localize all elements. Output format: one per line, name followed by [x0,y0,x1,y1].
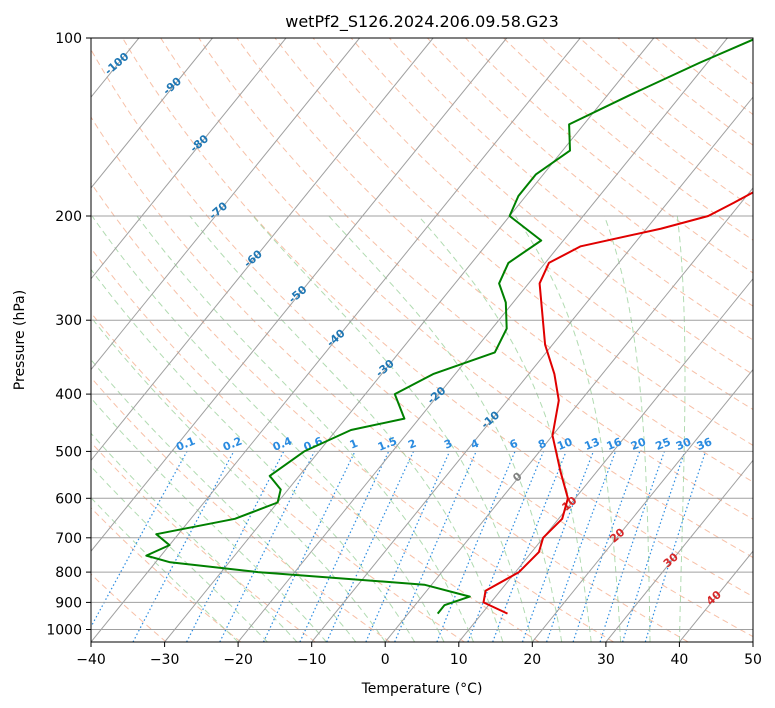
dry-adiabat [91,182,614,642]
isotherm-line [91,38,213,189]
mixing-ratio-line [599,451,665,642]
y-tick-label: 400 [55,387,82,403]
moist-adiabat [91,497,239,642]
dry-adiabat [274,38,753,446]
x-tick-label: 20 [523,652,541,668]
x-tick-label: 50 [744,652,762,668]
moist-adiabat [91,316,386,642]
mixing-ratio-line [365,451,451,642]
mixing-ratio-line [622,451,686,642]
isotherm-line [91,38,434,462]
dry-adiabat [617,38,753,146]
isotherm-line [458,277,753,642]
mixing-ratio-label: 3 [442,437,454,452]
moist-adiabat [91,359,357,642]
y-tick-label: 200 [55,209,82,225]
dry-adiabat [312,38,753,411]
dry-adiabat [91,247,540,642]
mixing-ratio-line [326,451,415,642]
isotherm-line [91,38,287,280]
dry-adiabat [160,38,753,559]
moist-adiabat [418,215,592,642]
mixing-ratio-label: 30 [674,435,693,453]
mixing-ratio-label: 16 [605,435,624,453]
mixing-ratio-label: 36 [695,435,714,453]
isotherm-line [384,187,753,642]
mixing-ratio-line [299,451,390,642]
mixing-ratio-label: 1 [348,437,360,452]
isotherm-line [237,38,728,642]
dry-adiabat [350,38,753,376]
moist-adiabat [91,397,327,642]
moist-adiabat [136,215,474,642]
x-tick-label: −40 [76,652,106,668]
dry-adiabat [198,38,753,520]
dry-adiabat [579,38,753,178]
x-tick-label: 0 [381,652,390,668]
mixing-ratio-line [521,451,594,642]
mixing-ratio-line [219,451,316,642]
mixing-ratio-label: 10 [555,435,574,453]
x-axis-label: Temperature (°C) [361,681,483,697]
isotherm-line [531,368,753,642]
moist-adiabat [514,215,622,642]
mixing-ratio-label: 25 [654,435,673,453]
mixing-ratio-line [91,451,188,629]
dry-adiabat [91,507,242,642]
dry-adiabat [91,376,391,642]
mixing-ratio-label: 8 [536,437,548,452]
x-tick-label: 30 [597,652,615,668]
moist-adiabat [91,215,445,642]
dry-adiabat [388,38,753,341]
temperature-line [482,191,753,615]
dry-adiabat [122,38,753,598]
dry-adiabat [503,38,753,241]
dewpoint-line [145,38,753,615]
mixing-ratio-label: 13 [583,435,602,453]
chart-title: wetPf2_S126.2024.206.09.58.G23 [285,12,559,32]
moist-adiabat [91,465,268,642]
dry-adiabat [541,38,753,209]
x-tick-label: −10 [297,652,327,668]
mixing-ratio-line [644,451,707,642]
y-tick-label: 800 [55,565,82,581]
moist-adiabat [603,215,651,642]
y-tick-label: 500 [55,444,82,460]
y-axis-label: Pressure (hPa) [12,290,28,390]
mixing-ratio-label: 2 [406,437,418,452]
mixing-ratio-label: 20 [629,435,648,453]
isotherm-line [605,459,753,642]
isotherm-line [164,38,655,642]
x-tick-label: −30 [150,652,180,668]
y-tick-label: 100 [55,31,82,47]
dry-adiabat [91,116,689,642]
isotherm-line [91,38,508,552]
moist-adiabat [91,268,416,642]
y-tick-label: 900 [55,595,82,611]
dry-adiabat [236,38,753,483]
mixing-ratio-line [262,451,356,642]
moist-adiabat [252,215,533,642]
y-tick-label: 1000 [46,623,82,639]
mixing-ratio-line [394,451,477,642]
isotherm-line [311,96,753,642]
x-tick-label: 10 [450,652,468,668]
y-tick-label: 700 [55,531,82,547]
mixing-ratio-line [572,451,641,642]
x-tick-label: 40 [670,652,688,668]
moist-adiabat [676,215,686,642]
dry-adiabat [91,48,753,638]
y-tick-label: 300 [55,313,82,329]
x-tick-label: −20 [223,652,253,668]
plot-frame [90,37,754,643]
y-tick-label: 600 [55,491,82,507]
mixing-ratio-line [546,451,617,642]
isotherm-line [91,38,360,371]
moist-adiabat [91,432,298,642]
dry-adiabat [91,312,465,642]
moist-adiabat [328,215,563,642]
isotherm-line [91,38,581,642]
